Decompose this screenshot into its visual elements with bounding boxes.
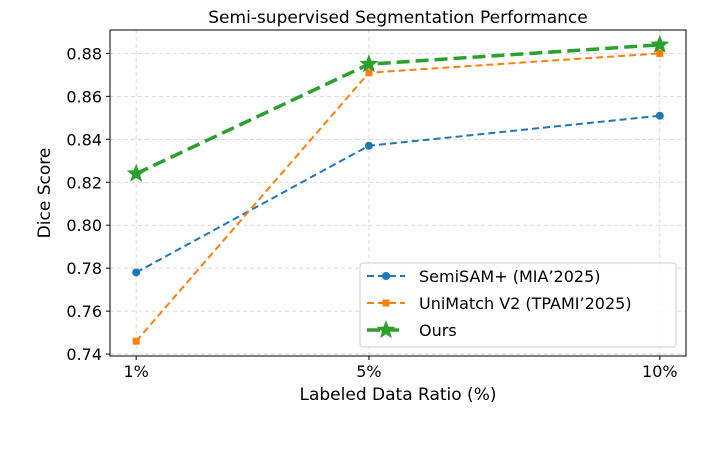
square-marker [132,337,140,345]
series-2 [126,34,670,182]
legend: SemiSAM+ (MIA’2025) UniMatch V2 (TPAMI’20… [359,262,677,348]
legend-item: SemiSAM+ (MIA’2025) [367,267,600,286]
series-1 [132,49,664,345]
x-tick-label: 5% [356,362,381,381]
y-tick-label: 0.82 [66,173,102,192]
x-tick-label: 10% [642,362,678,381]
star-marker [650,34,670,53]
legend-item: Ours [367,320,457,340]
legend-label: SemiSAM+ (MIA’2025) [419,267,600,286]
plot-frame [109,29,687,357]
circle-marker [382,272,390,280]
x-axis-label: Labeled Data Ratio (%) [300,385,497,405]
circle-marker [132,268,141,277]
y-axis-label: Dice Score [35,148,55,239]
square-marker [365,69,373,77]
legend-box [359,262,677,348]
square-marker [382,299,390,307]
star-marker [376,320,396,339]
star-marker [126,163,146,182]
series-0 [132,111,664,277]
legend-item: UniMatch V2 (TPAMI’2025) [367,294,632,313]
legend-label: Ours [419,321,457,340]
legend-label: UniMatch V2 (TPAMI’2025) [419,294,632,313]
y-tick-label: 0.86 [66,87,102,106]
y-tick-label: 0.84 [66,130,102,149]
square-marker [656,49,664,57]
y-tick-label: 0.80 [66,216,102,235]
y-tick-label: 0.76 [66,302,102,321]
ticks: 0.74 0.76 0.78 0.80 0.82 0.84 0.86 0.88 1% 5% 10% [66,44,677,381]
circle-marker [364,141,373,150]
series-layer [126,34,670,345]
y-tick-label: 0.74 [66,345,102,364]
y-tick-label: 0.78 [66,259,102,278]
series-line [135,43,660,176]
x-tick-label: 1% [123,362,148,381]
y-tick-label: 0.88 [66,44,102,63]
circle-marker [655,111,664,120]
star-marker [359,54,379,73]
chart-title: Semi-supervised Segmentation Performance [208,8,587,28]
